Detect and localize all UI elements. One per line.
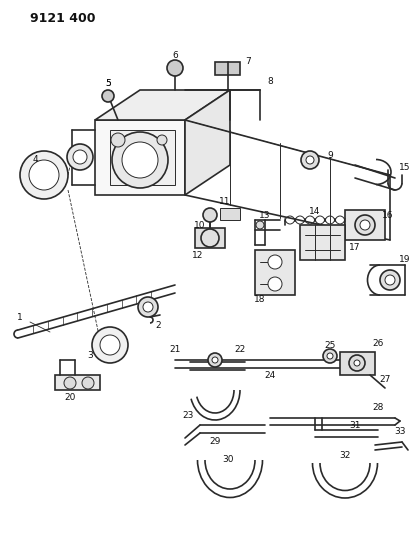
Circle shape: [208, 353, 222, 367]
Circle shape: [349, 355, 365, 371]
Polygon shape: [255, 250, 295, 295]
Circle shape: [268, 277, 282, 291]
Text: 15: 15: [399, 164, 411, 173]
Text: 5: 5: [105, 79, 111, 88]
Circle shape: [203, 208, 217, 222]
Text: 30: 30: [222, 456, 234, 464]
Text: 24: 24: [264, 370, 276, 379]
Circle shape: [360, 220, 370, 230]
Circle shape: [385, 275, 395, 285]
Circle shape: [82, 377, 94, 389]
Text: 14: 14: [309, 207, 321, 216]
Circle shape: [73, 150, 87, 164]
Text: 25: 25: [324, 341, 336, 350]
Text: 16: 16: [382, 211, 394, 220]
Circle shape: [212, 357, 218, 363]
Circle shape: [323, 349, 337, 363]
Text: 33: 33: [394, 427, 406, 437]
Text: 22: 22: [234, 345, 246, 354]
Text: 21: 21: [169, 345, 181, 354]
Text: 2: 2: [155, 320, 161, 329]
Circle shape: [111, 133, 125, 147]
Circle shape: [67, 144, 93, 170]
Circle shape: [354, 360, 360, 366]
Text: 7: 7: [245, 58, 251, 67]
Circle shape: [143, 302, 153, 312]
Text: 4: 4: [32, 156, 38, 165]
Text: 28: 28: [372, 403, 384, 413]
Circle shape: [92, 327, 128, 363]
Circle shape: [256, 221, 264, 229]
Text: 23: 23: [182, 410, 194, 419]
Circle shape: [355, 215, 375, 235]
Polygon shape: [195, 228, 225, 248]
Circle shape: [327, 353, 333, 359]
Polygon shape: [300, 225, 345, 260]
Polygon shape: [55, 375, 100, 390]
Text: 10: 10: [194, 221, 206, 230]
Polygon shape: [110, 130, 175, 185]
Circle shape: [138, 297, 158, 317]
Text: 17: 17: [349, 244, 361, 253]
Text: 20: 20: [64, 393, 76, 402]
Text: 5: 5: [105, 79, 111, 88]
Circle shape: [201, 229, 219, 247]
Text: 13: 13: [259, 211, 271, 220]
Circle shape: [301, 151, 319, 169]
Text: 8: 8: [267, 77, 273, 86]
Text: 12: 12: [192, 251, 204, 260]
Circle shape: [112, 132, 168, 188]
Circle shape: [380, 270, 400, 290]
Text: 3: 3: [87, 351, 93, 360]
Circle shape: [306, 156, 314, 164]
Polygon shape: [345, 210, 385, 240]
Text: 1: 1: [17, 313, 23, 322]
Circle shape: [167, 60, 183, 76]
Circle shape: [64, 377, 76, 389]
Text: 11: 11: [219, 198, 231, 206]
Polygon shape: [95, 120, 185, 195]
Text: 26: 26: [372, 338, 384, 348]
Polygon shape: [185, 90, 230, 195]
Text: 19: 19: [399, 255, 411, 264]
Polygon shape: [215, 62, 240, 75]
Circle shape: [100, 335, 120, 355]
Polygon shape: [95, 90, 230, 120]
Circle shape: [122, 142, 158, 178]
Text: 31: 31: [349, 421, 361, 430]
Circle shape: [157, 135, 167, 145]
Circle shape: [102, 90, 114, 102]
Text: 9: 9: [327, 150, 333, 159]
Circle shape: [29, 160, 59, 190]
Text: 29: 29: [209, 438, 221, 447]
Polygon shape: [220, 208, 240, 220]
Text: 6: 6: [172, 51, 178, 60]
Circle shape: [20, 151, 68, 199]
Text: 27: 27: [379, 376, 391, 384]
Text: 18: 18: [254, 295, 266, 304]
Text: 32: 32: [339, 450, 351, 459]
Polygon shape: [340, 352, 375, 375]
Text: 9121 400: 9121 400: [30, 12, 95, 25]
Circle shape: [268, 255, 282, 269]
